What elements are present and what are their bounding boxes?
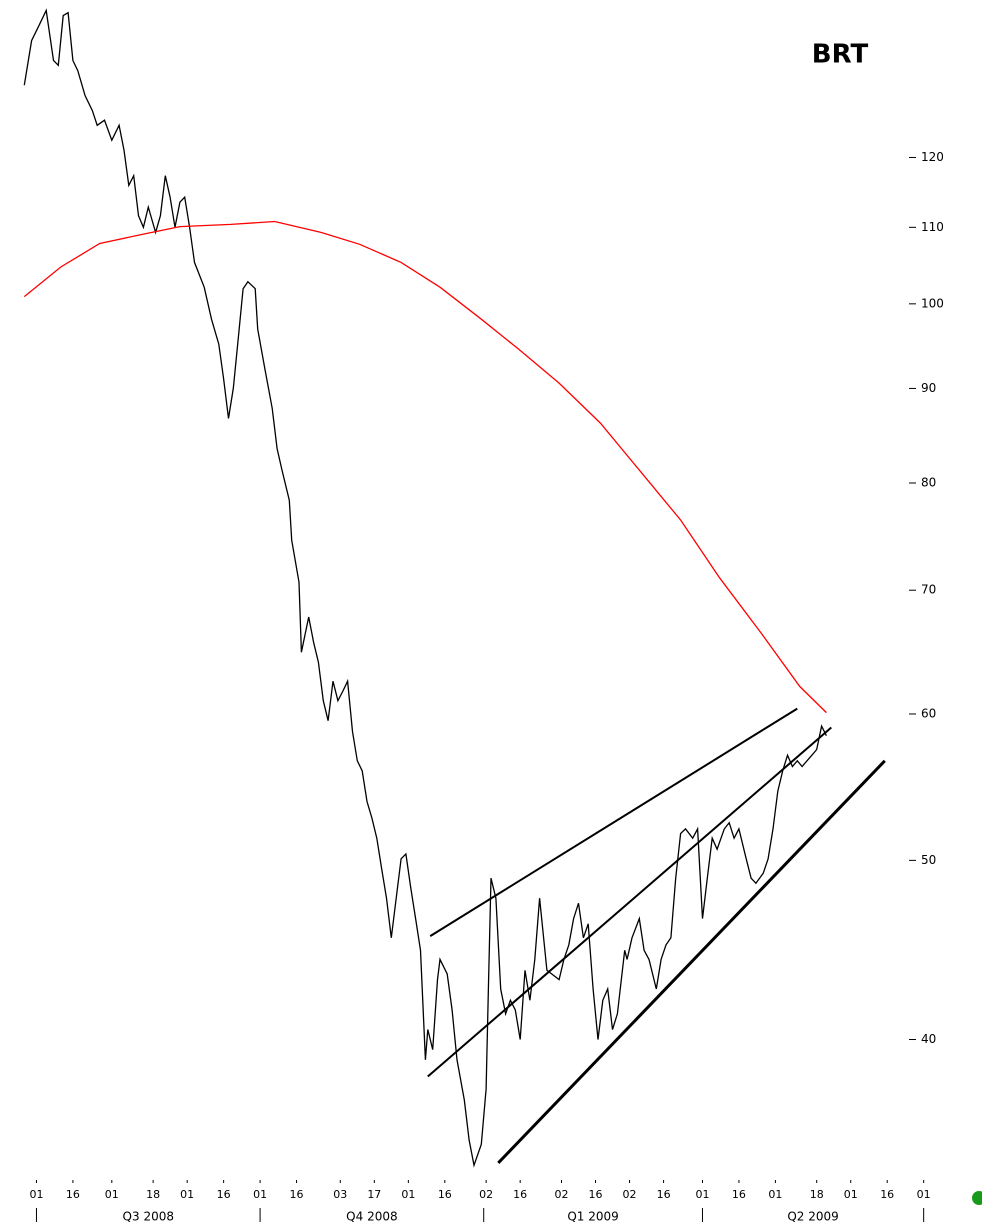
x-tick-label: 16 — [217, 1188, 231, 1201]
x-tick-label: 01 — [105, 1188, 119, 1201]
chart-title: BRT — [812, 40, 869, 70]
trendline — [497, 759, 886, 1164]
x-tick-label: 16 — [589, 1188, 603, 1201]
x-tick-label: 01 — [401, 1188, 415, 1201]
y-tick-label: 60 — [921, 706, 936, 720]
y-tick-label: 120 — [921, 150, 944, 164]
y-tick-label: 110 — [921, 220, 944, 234]
x-tick-label: 17 — [367, 1188, 381, 1201]
x-tick-label: 16 — [513, 1188, 527, 1201]
x-tick-label: 03 — [333, 1188, 347, 1201]
x-tick-label: 02 — [479, 1188, 493, 1201]
x-tick-label: 16 — [732, 1188, 746, 1201]
x-tick-label: 02 — [554, 1188, 568, 1201]
x-tick-label: 16 — [657, 1188, 671, 1201]
trendline — [429, 707, 798, 937]
x-tick-label: 16 — [438, 1188, 452, 1201]
status-dot — [972, 1191, 982, 1205]
x-tick-label: 16 — [290, 1188, 304, 1201]
x-tick-label: 01 — [844, 1188, 858, 1201]
quarter-label: Q4 2008 — [346, 1210, 397, 1224]
quarter-label: Q2 2009 — [787, 1210, 838, 1224]
trendline — [427, 726, 832, 1078]
x-tick-label: 16 — [66, 1188, 80, 1201]
price-line — [23, 8, 827, 1168]
y-tick-label: 80 — [921, 475, 936, 489]
price-line — [23, 220, 827, 714]
x-tick-label: 02 — [623, 1188, 637, 1201]
y-tick-label: 70 — [921, 583, 936, 597]
y-tick-label: 100 — [921, 296, 944, 310]
x-tick-label: 01 — [768, 1188, 782, 1201]
x-tick-label: 01 — [917, 1188, 931, 1201]
y-tick-label: 90 — [921, 381, 936, 395]
x-tick-label: 18 — [146, 1188, 160, 1201]
x-tick-label: 01 — [29, 1188, 43, 1201]
x-tick-label: 01 — [180, 1188, 194, 1201]
y-tick-label: 40 — [921, 1032, 936, 1046]
x-tick-label: 01 — [695, 1188, 709, 1201]
quarter-label: Q3 2008 — [123, 1210, 174, 1224]
x-tick-label: 01 — [253, 1188, 267, 1201]
x-tick-label: 16 — [880, 1188, 894, 1201]
x-tick-label: 18 — [810, 1188, 824, 1201]
quarter-label: Q1 2009 — [567, 1210, 618, 1224]
y-tick-label: 50 — [921, 853, 936, 867]
